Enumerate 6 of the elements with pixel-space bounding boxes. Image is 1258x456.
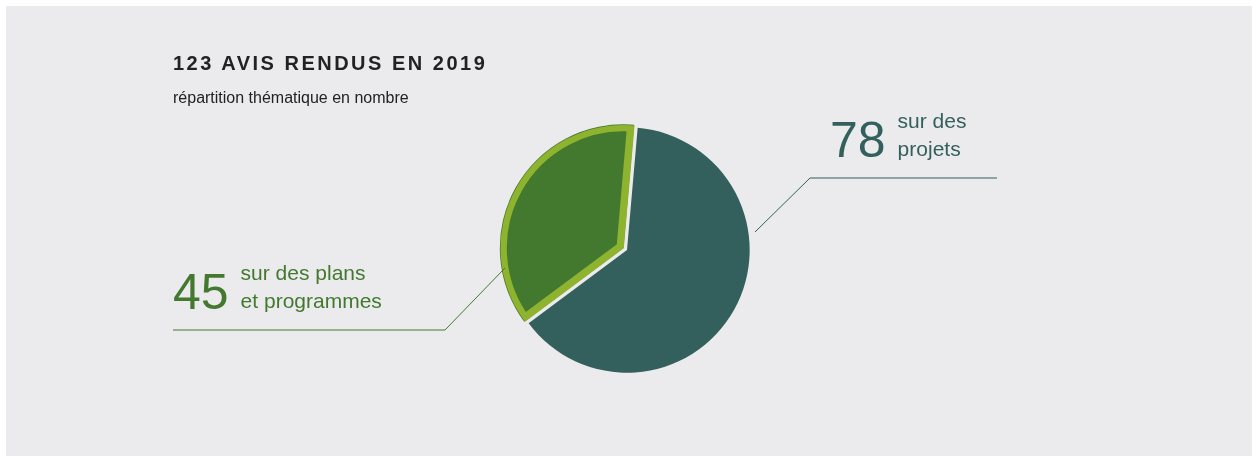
slice-label: sur des plans et programmes	[240, 261, 382, 312]
chart-subtitle: répartition thématique en nombre	[173, 89, 409, 107]
chart-title: 123 AVIS RENDUS EN 2019	[173, 52, 488, 75]
data-label: 78	[830, 112, 886, 168]
data-label: 45	[173, 264, 229, 320]
slice-label: sur des projets	[897, 109, 967, 160]
